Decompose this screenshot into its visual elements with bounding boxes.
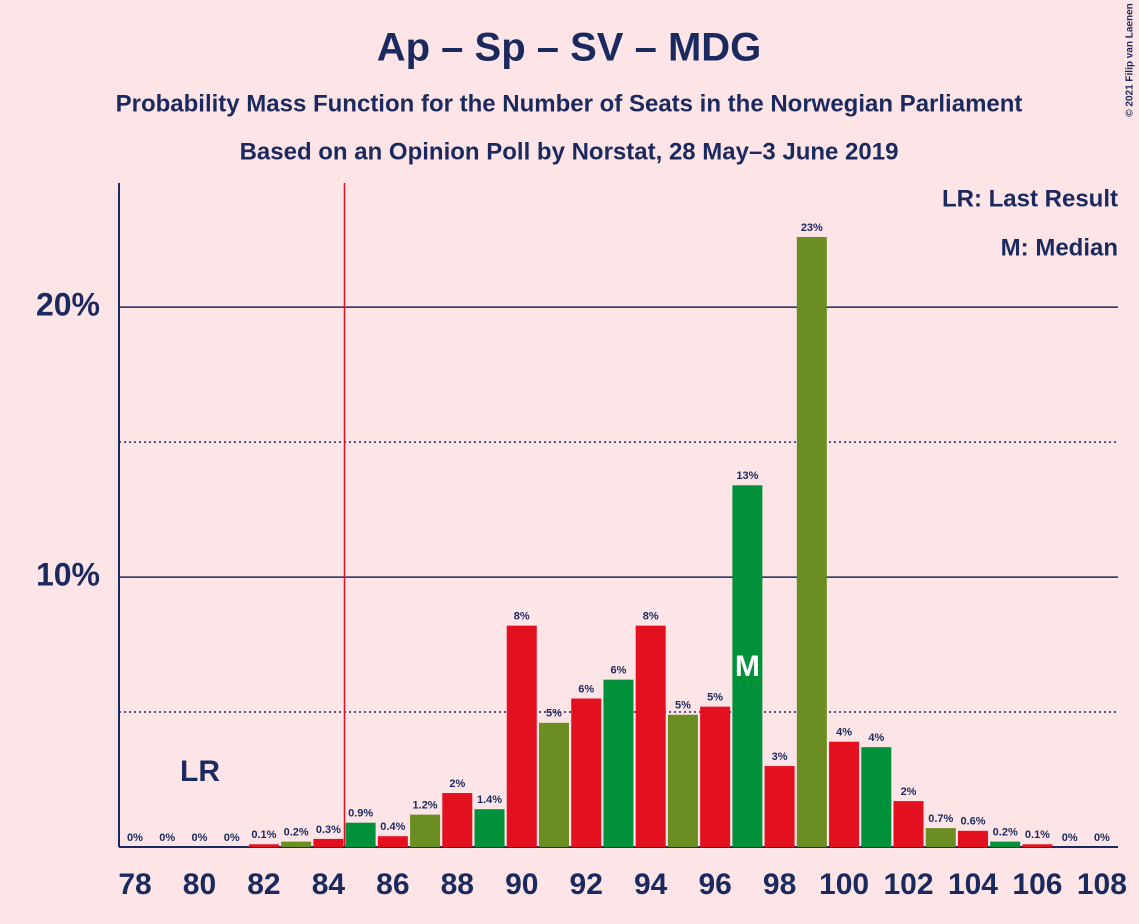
value-label: 5% — [675, 700, 691, 712]
bar — [635, 625, 666, 847]
median-label: M — [735, 650, 760, 683]
x-tick-label: 98 — [763, 868, 796, 901]
value-label: 0.4% — [380, 821, 405, 833]
bar — [410, 814, 441, 847]
bar — [732, 485, 763, 847]
x-tick-label: 78 — [118, 868, 151, 901]
value-label: 8% — [643, 611, 659, 623]
value-label: 23% — [801, 222, 823, 234]
chart-title: Ap – Sp – SV – MDG — [377, 26, 762, 70]
bar — [700, 706, 731, 847]
value-label: 0% — [224, 832, 240, 844]
value-label: 0.3% — [316, 824, 341, 836]
value-label: 0.1% — [1025, 829, 1050, 841]
bar — [506, 625, 537, 847]
y-tick-label: 10% — [36, 557, 100, 593]
value-label: 2% — [901, 786, 917, 798]
bar — [571, 698, 602, 847]
bar — [313, 838, 344, 847]
value-label: 0% — [1062, 832, 1078, 844]
value-label: 6% — [578, 683, 594, 695]
chart-subtitle: Probability Mass Function for the Number… — [116, 90, 1023, 117]
chart-subtitle: Based on an Opinion Poll by Norstat, 28 … — [240, 138, 899, 165]
x-tick-label: 96 — [698, 868, 731, 901]
bar — [345, 822, 376, 847]
value-label: 6% — [610, 665, 626, 677]
bar — [603, 679, 634, 847]
bar — [538, 722, 569, 847]
value-label: 0.2% — [993, 827, 1018, 839]
value-label: 0.9% — [348, 808, 373, 820]
value-label: 1.4% — [477, 794, 502, 806]
value-label: 8% — [514, 611, 530, 623]
x-tick-label: 104 — [948, 868, 998, 901]
value-label: 5% — [546, 708, 562, 720]
value-label: 0% — [1094, 832, 1110, 844]
value-label: 0% — [127, 832, 143, 844]
bar — [861, 747, 892, 847]
legend-entry: LR: Last Result — [942, 185, 1118, 212]
bar — [990, 841, 1021, 847]
x-tick-label: 90 — [505, 868, 538, 901]
bar — [667, 714, 698, 847]
value-label: 0% — [159, 832, 175, 844]
x-tick-label: 84 — [312, 868, 346, 901]
x-tick-label: 82 — [247, 868, 280, 901]
bar — [893, 801, 924, 847]
x-tick-label: 88 — [441, 868, 474, 901]
bar — [377, 836, 408, 847]
value-label: 0.2% — [284, 827, 309, 839]
bar — [957, 830, 988, 847]
x-tick-label: 86 — [376, 868, 409, 901]
last-result-label: LR — [180, 755, 220, 788]
bar — [1022, 844, 1053, 847]
bar — [474, 809, 505, 847]
y-tick-label: 20% — [36, 287, 100, 323]
x-tick-label: 80 — [183, 868, 216, 901]
bar — [281, 841, 312, 847]
value-label: 5% — [707, 692, 723, 704]
value-label: 0.6% — [960, 816, 985, 828]
x-tick-label: 106 — [1012, 868, 1062, 901]
value-label: 3% — [772, 751, 788, 763]
x-tick-label: 100 — [819, 868, 869, 901]
value-label: 1.2% — [413, 800, 438, 812]
value-label: 4% — [868, 732, 884, 744]
legend-entry: M: Median — [1001, 234, 1118, 261]
bar — [925, 828, 956, 847]
x-tick-label: 108 — [1077, 868, 1127, 901]
x-tick-label: 102 — [883, 868, 933, 901]
x-tick-label: 94 — [634, 868, 668, 901]
copyright: © 2021 Filip van Laenen — [1125, 3, 1136, 117]
bar — [442, 793, 473, 847]
value-label: 13% — [736, 470, 758, 482]
value-label: 2% — [449, 778, 465, 790]
value-label: 0% — [192, 832, 208, 844]
bar — [764, 766, 795, 847]
bar — [796, 236, 827, 847]
x-tick-label: 92 — [570, 868, 603, 901]
bar — [829, 741, 860, 847]
value-label: 0.1% — [251, 829, 276, 841]
bar — [248, 844, 279, 847]
value-label: 0.7% — [928, 813, 953, 825]
value-label: 4% — [836, 727, 852, 739]
